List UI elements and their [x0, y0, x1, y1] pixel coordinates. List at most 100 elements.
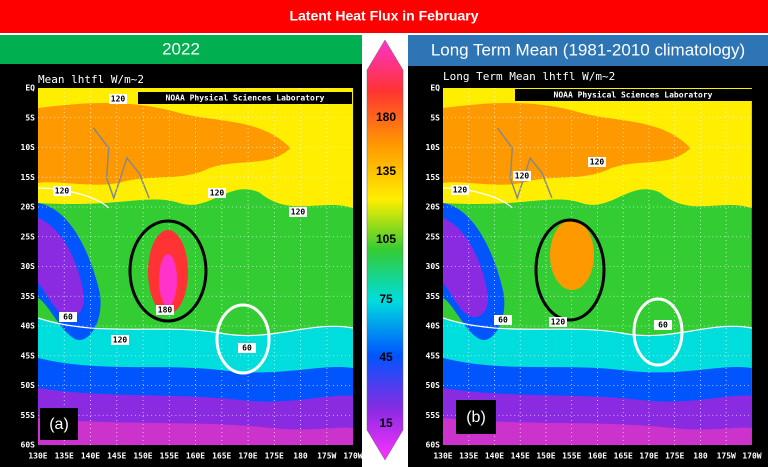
map-title: Mean lhtfl W/m~2: [38, 73, 144, 86]
lat-label: 45S: [426, 351, 441, 360]
contour-label-bg: [289, 207, 307, 217]
contour-label: 120: [515, 172, 530, 181]
contour-label: 120: [590, 158, 605, 167]
high-flux-core: [159, 254, 177, 306]
title: Latent Heat Flux in February: [289, 8, 478, 24]
highlight-ring: [534, 218, 606, 322]
lon-label: 170W: [343, 452, 362, 461]
lat-label: 55S: [21, 411, 36, 420]
lat-label: 15S: [426, 173, 441, 182]
contour-label: 120: [210, 189, 225, 198]
lon-label: 175W: [317, 452, 336, 461]
contour-label: 120: [291, 208, 306, 217]
lon-label: 165E: [614, 452, 633, 461]
credit: NOAA Physical Sciences Laboratory: [554, 90, 713, 100]
lat-label: 50S: [21, 381, 36, 390]
lat-label: 40S: [426, 322, 441, 331]
lon-label: 140E: [485, 452, 504, 461]
contour-label: 180: [158, 306, 173, 315]
credit-box: [515, 89, 752, 101]
lon-label: 140E: [81, 452, 100, 461]
contour-label: 60: [658, 321, 668, 330]
lat-label: 55S: [426, 411, 441, 420]
contour-label-bg: [208, 188, 226, 198]
contour-label: 60: [63, 313, 73, 322]
contour-label: 120: [55, 187, 70, 196]
title-bar: [0, 0, 768, 33]
heading-bar: [0, 35, 362, 64]
lat-label: 25S: [21, 232, 36, 241]
contour-label-bg: [109, 94, 127, 104]
lat-label: 35S: [426, 292, 441, 301]
panel-heading: Long Term Mean (1981-2010 climatology): [431, 40, 745, 59]
lat-label: 60S: [21, 441, 36, 450]
lat-label: 30S: [21, 262, 36, 271]
lon-label: 135E: [55, 452, 74, 461]
contour-label-bg: [238, 343, 256, 353]
contour-label: 120: [113, 336, 128, 345]
contour-label-bg: [549, 317, 567, 327]
colorbar: [366, 39, 404, 461]
colorbar-label: 45: [379, 350, 393, 364]
lon-label: 130E: [28, 452, 47, 461]
lat-label: 15S: [21, 173, 36, 182]
lon-label: 165E: [212, 452, 231, 461]
contour-label-bg: [156, 305, 174, 315]
lon-label: 145E: [107, 452, 126, 461]
map-title: Long Term Mean lhtfl W/m~2: [443, 70, 615, 83]
contour-label-bg: [588, 157, 606, 167]
lon-label: 160E: [588, 452, 607, 461]
contour-label-bg: [494, 315, 512, 325]
lon-label: 170E: [639, 452, 658, 461]
lon-label: 155E: [160, 452, 179, 461]
heading-bar: [408, 35, 768, 66]
panel-label: (b): [466, 409, 486, 426]
colorbar-label: 105: [376, 232, 396, 246]
lat-label: 30S: [426, 262, 441, 271]
lat-label: 60S: [426, 441, 441, 450]
lat-label: 20S: [21, 203, 36, 212]
credit-box: [138, 92, 352, 104]
lon-label: 155E: [562, 452, 581, 461]
lon-label: 180: [693, 452, 708, 461]
contour-label: 120: [551, 318, 566, 327]
highlight-ring: [632, 297, 684, 367]
lon-label: 150E: [536, 452, 555, 461]
map-b: [443, 88, 752, 445]
contour-label: 60: [242, 344, 252, 353]
colorbar-label: 15: [379, 416, 393, 430]
high-flux-area: [550, 220, 594, 290]
lat-label: EQ: [430, 84, 440, 93]
lat-label: 40S: [21, 322, 36, 331]
contour-label-bg: [53, 186, 71, 196]
colorbar-label: 135: [376, 164, 396, 178]
contour-label: 120: [453, 186, 468, 195]
lat-label: 45S: [21, 351, 36, 360]
colorbar-label: 180: [376, 110, 396, 124]
lon-label: 130E: [433, 452, 452, 461]
lon-label: 160E: [186, 452, 205, 461]
contour-label-bg: [111, 335, 129, 345]
contour-label-bg: [59, 312, 77, 322]
lon-label: 175W: [717, 452, 736, 461]
lat-label: 10S: [426, 143, 441, 152]
lon-label: 145E: [511, 452, 530, 461]
highlight-ring: [215, 303, 271, 375]
contour-label-bg: [451, 185, 469, 195]
lat-label: 20S: [426, 203, 441, 212]
credit: NOAA Physical Sciences Laboratory: [166, 93, 325, 103]
label-box: [456, 400, 496, 434]
lon-label: 180: [293, 452, 308, 461]
lat-label: 5S: [430, 113, 440, 122]
lat-label: 25S: [426, 232, 441, 241]
lat-label: 50S: [426, 381, 441, 390]
lon-label: 150E: [133, 452, 152, 461]
lon-label: 135E: [459, 452, 478, 461]
lon-label: 175E: [265, 452, 284, 461]
map-a: [38, 88, 353, 445]
contour-label-bg: [654, 320, 672, 330]
contour-label: 60: [498, 316, 508, 325]
lat-label: EQ: [25, 84, 35, 93]
lat-label: 10S: [21, 143, 36, 152]
